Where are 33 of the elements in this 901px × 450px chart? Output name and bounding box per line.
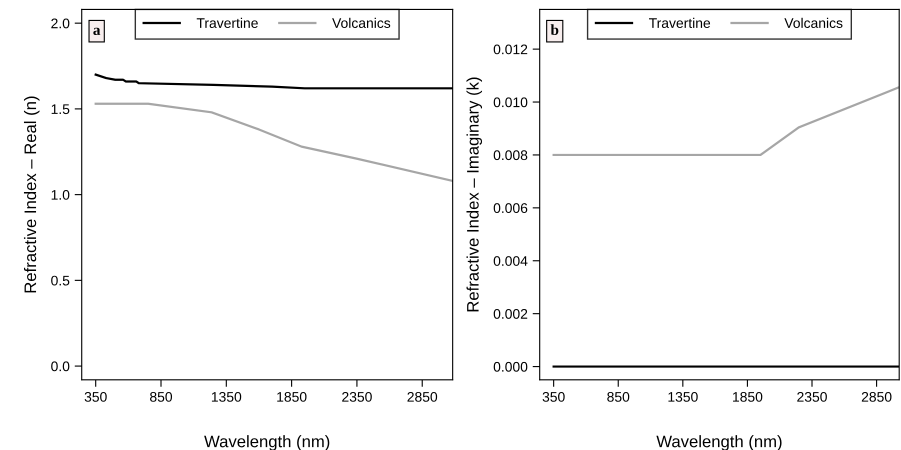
y-axis-title: Refractive Index – Imaginary (k) (466, 78, 482, 312)
y-tick-label: 0.002 (494, 309, 528, 319)
y-tick-label: 0.010 (494, 97, 528, 108)
legend-label: Volcanics (784, 18, 842, 28)
y-tick-label: 0.000 (494, 362, 528, 372)
x-tick-label: 350 (84, 392, 107, 402)
legend-label: Travertine (649, 18, 710, 28)
y-tick-label: 0.0 (51, 361, 70, 372)
y-axis-title: Refractive Index – Real (n) (24, 96, 40, 292)
x-tick-label: 350 (542, 392, 565, 402)
annotation: a (93, 28, 100, 36)
x-tick-label: 1850 (733, 392, 762, 402)
y-tick-label: 0.012 (494, 44, 528, 54)
x-tick-label: 1350 (212, 392, 242, 402)
y-tick-label: 1.5 (52, 104, 70, 114)
y-tick-label: 0.004 (494, 256, 528, 266)
x-tick-label: 2850 (407, 392, 438, 402)
y-tick-label: 0.5 (51, 276, 70, 286)
annotation: b (550, 24, 558, 36)
y-tick-label: 0.006 (494, 203, 528, 214)
x-tick-label: 2850 (862, 392, 892, 402)
x-tick-label: 850 (150, 392, 172, 402)
legend-label: Volcanics (332, 18, 390, 28)
x-tick-label: 1350 (668, 392, 698, 402)
x-tick-label: 1850 (277, 392, 307, 402)
x-tick-label: 2350 (342, 392, 372, 402)
line-series (94, 102, 453, 182)
y-tick-label: 1.0 (52, 190, 70, 200)
y-tick-label: 0.008 (494, 150, 528, 160)
y-tick-label: 2.0 (51, 18, 70, 28)
legend-label: Travertine (196, 18, 258, 28)
x-tick-label: 850 (607, 392, 630, 402)
x-tick-label: 2350 (797, 392, 827, 402)
